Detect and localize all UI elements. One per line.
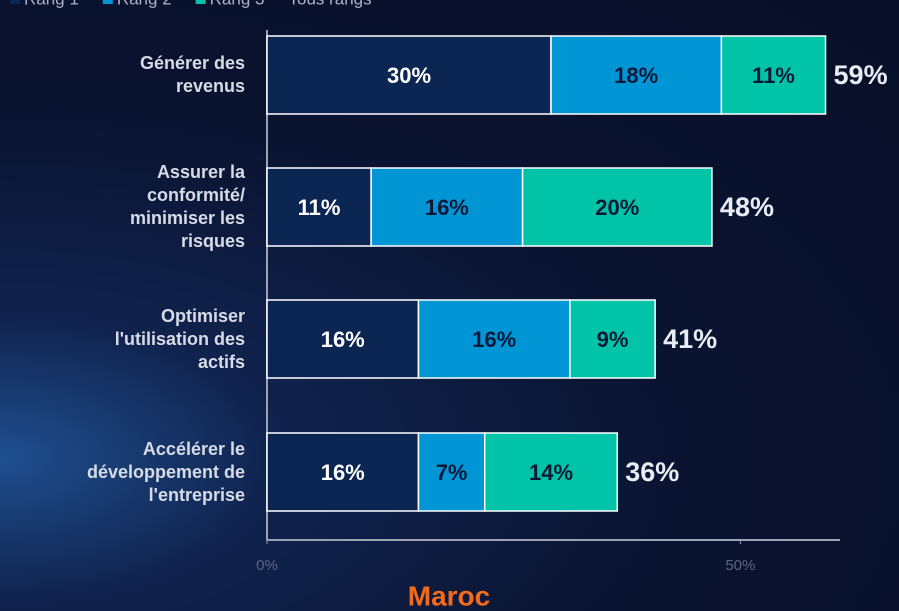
bar-segment [266, 35, 552, 115]
total-label: 59% [834, 60, 888, 90]
total-label: 48% [720, 192, 774, 222]
category-label: Optimiser l'utilisation des actifs [114, 305, 245, 372]
x-tick-label: 0% [256, 557, 278, 574]
value-label: 7% [436, 460, 468, 485]
bar-segment [550, 35, 723, 115]
legend-swatch [10, 0, 20, 4]
bar-segment [266, 299, 420, 379]
value-label: 20% [595, 195, 639, 220]
legend-label: Rang 3 [210, 0, 265, 8]
legend-swatch [102, 0, 113, 4]
bar-segment [720, 35, 827, 115]
category-label: Générer des revenus [139, 53, 245, 96]
chart-title: Maroc [408, 580, 490, 611]
legend-label: Rang 1 [24, 0, 79, 8]
bar-segment [483, 432, 619, 512]
bar-segment [417, 299, 571, 379]
value-label: 16% [321, 460, 365, 485]
value-label: 11% [752, 63, 795, 88]
legend-label: Rang 2 [117, 0, 172, 8]
total-label: 41% [663, 324, 717, 354]
total-label: 36% [625, 457, 679, 487]
legend-swatch [195, 0, 206, 4]
category-label: Assurer la conformité/ minimiser les ris… [129, 162, 245, 251]
bar-segment [417, 432, 486, 512]
value-label: 16% [472, 327, 516, 352]
category-label: Accélérer le développement de l'entrepri… [86, 438, 245, 505]
value-label: 18% [614, 63, 658, 88]
value-label: 9% [597, 327, 629, 352]
x-tick-label: 50% [725, 557, 755, 574]
bar-segment [266, 432, 420, 512]
bar-segment [266, 167, 372, 247]
bar-segment [569, 299, 656, 379]
value-label: 30% [387, 63, 431, 88]
bar-segment [521, 167, 713, 247]
value-label: 14% [529, 460, 573, 485]
value-label: 16% [321, 327, 365, 352]
value-label: 16% [425, 195, 469, 220]
value-label: 11% [298, 195, 341, 220]
legend-label: Tous rangs [288, 0, 371, 8]
bar-segment [370, 167, 524, 247]
